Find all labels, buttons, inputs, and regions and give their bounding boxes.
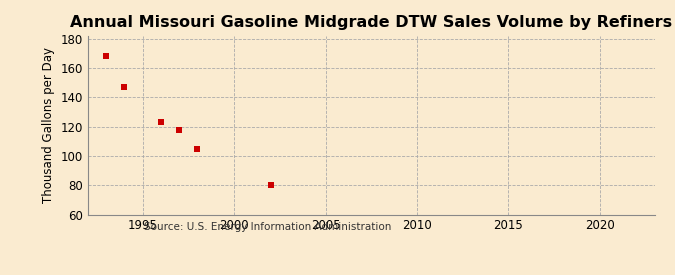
Title: Annual Missouri Gasoline Midgrade DTW Sales Volume by Refiners: Annual Missouri Gasoline Midgrade DTW Sa…	[70, 15, 672, 31]
Y-axis label: Thousand Gallons per Day: Thousand Gallons per Day	[42, 47, 55, 203]
Point	[173, 127, 184, 132]
Point	[119, 85, 130, 89]
Point	[192, 146, 203, 151]
Point	[101, 54, 111, 59]
Point	[265, 183, 276, 187]
Point	[155, 120, 166, 124]
Text: Source: U.S. Energy Information Administration: Source: U.S. Energy Information Administ…	[144, 222, 392, 232]
